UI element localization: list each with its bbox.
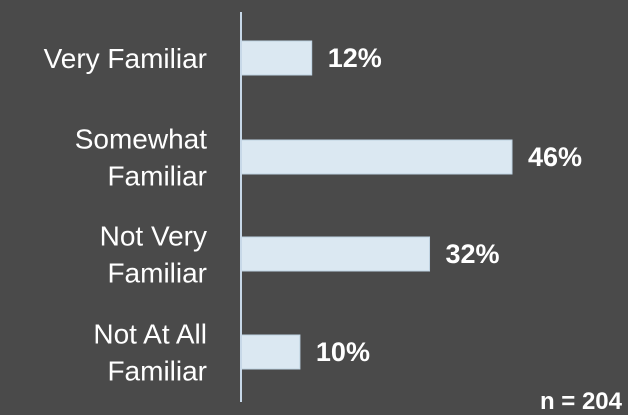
bar-value-label: 12% xyxy=(328,43,382,73)
category-label: Somewhat xyxy=(75,124,208,155)
category-label: Familiar xyxy=(107,161,207,192)
value-labels: 12% 46% 32% 10% xyxy=(316,43,582,367)
category-label: Familiar xyxy=(107,258,207,289)
bar-value-label: 32% xyxy=(446,239,500,269)
sample-size-note: n = 204 xyxy=(540,388,623,415)
bar xyxy=(241,41,312,75)
category-label: Not At All xyxy=(93,319,207,350)
category-label: Not Very xyxy=(100,221,207,252)
category-labels: Very Familiar Somewhat Familiar Not Very Fam… xyxy=(44,43,208,387)
bar-value-label: 10% xyxy=(316,337,370,367)
bar-value-label: 46% xyxy=(528,142,582,172)
bars xyxy=(241,41,512,369)
bar xyxy=(241,335,300,369)
category-label: Very Familiar xyxy=(44,43,207,74)
category-label: Familiar xyxy=(107,356,207,387)
bar xyxy=(241,237,430,271)
bar xyxy=(241,140,512,174)
